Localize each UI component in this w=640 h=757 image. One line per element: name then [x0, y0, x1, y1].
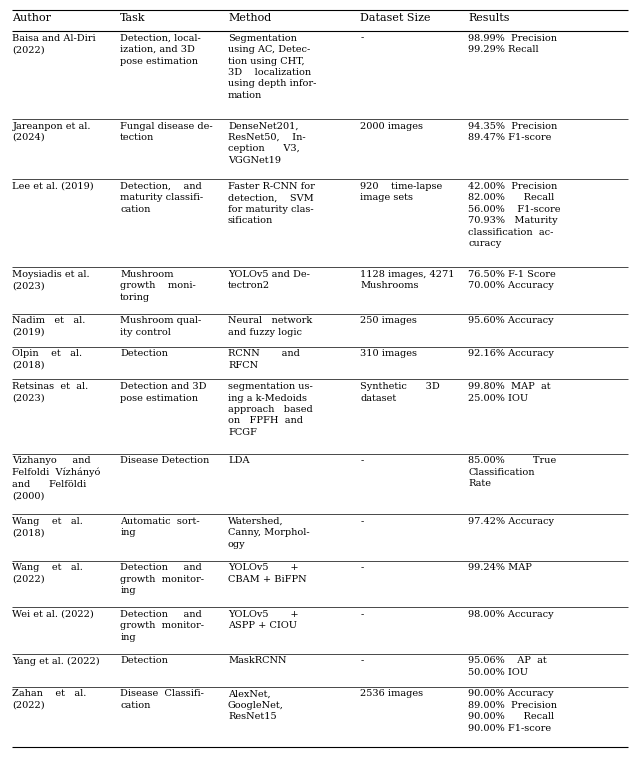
Text: Vizhanyo     and
Felfoldi  Vízhányó
and      Felföldi
(2000): Vizhanyo and Felfoldi Vízhányó and Felfö…: [12, 456, 100, 500]
Text: Synthetic      3D
dataset: Synthetic 3D dataset: [360, 382, 440, 403]
Text: Detection     and
growth  monitor-
ing: Detection and growth monitor- ing: [120, 610, 204, 642]
Text: Retsinas  et  al.
(2023): Retsinas et al. (2023): [12, 382, 89, 403]
Text: Detection     and
growth  monitor-
ing: Detection and growth monitor- ing: [120, 563, 204, 595]
Text: Neural   network
and fuzzy logic: Neural network and fuzzy logic: [228, 316, 312, 337]
Text: Detection,    and
maturity classifi-
cation: Detection, and maturity classifi- cation: [120, 182, 204, 213]
Text: Baisa and Al-Diri
(2022): Baisa and Al-Diri (2022): [12, 33, 96, 54]
Text: YOLOv5       +
ASPP + CIOU: YOLOv5 + ASPP + CIOU: [228, 610, 299, 631]
Text: 99.80%  MAP  at
25.00% IOU: 99.80% MAP at 25.00% IOU: [468, 382, 551, 403]
Text: 2000 images: 2000 images: [360, 122, 424, 130]
Text: Disease  Classifi-
cation: Disease Classifi- cation: [120, 689, 204, 710]
Text: Nadim   et   al.
(2019): Nadim et al. (2019): [12, 316, 86, 337]
Text: -: -: [360, 516, 364, 525]
Text: Method: Method: [228, 13, 271, 23]
Text: 310 images: 310 images: [360, 349, 417, 358]
Text: DenseNet201,
ResNet50,    In-
ception      V3,
VGGNet19: DenseNet201, ResNet50, In- ception V3, V…: [228, 122, 306, 165]
Text: -: -: [360, 33, 364, 42]
Text: 97.42% Accuracy: 97.42% Accuracy: [468, 516, 554, 525]
Text: Segmentation
using AC, Detec-
tion using CHT,
3D    localization
using depth inf: Segmentation using AC, Detec- tion using…: [228, 33, 316, 100]
Text: YOLOv5       +
CBAM + BiFPN: YOLOv5 + CBAM + BiFPN: [228, 563, 307, 584]
Text: Detection and 3D
pose estimation: Detection and 3D pose estimation: [120, 382, 207, 403]
Text: 94.35%  Precision
89.47% F1-score: 94.35% Precision 89.47% F1-score: [468, 122, 557, 142]
Text: 95.60% Accuracy: 95.60% Accuracy: [468, 316, 554, 326]
Text: 98.00% Accuracy: 98.00% Accuracy: [468, 610, 554, 618]
Text: Detection, local-
ization, and 3D
pose estimation: Detection, local- ization, and 3D pose e…: [120, 33, 201, 66]
Text: 98.99%  Precision
99.29% Recall: 98.99% Precision 99.29% Recall: [468, 33, 557, 54]
Text: Yang et al. (2022): Yang et al. (2022): [12, 656, 100, 665]
Text: Results: Results: [468, 13, 509, 23]
Text: Dataset Size: Dataset Size: [360, 13, 431, 23]
Text: 76.50% F-1 Score
70.00% Accuracy: 76.50% F-1 Score 70.00% Accuracy: [468, 270, 556, 291]
Text: RCNN       and
RFCN: RCNN and RFCN: [228, 349, 300, 369]
Text: 1128 images, 4271
Mushrooms: 1128 images, 4271 Mushrooms: [360, 270, 455, 291]
Text: 99.24% MAP: 99.24% MAP: [468, 563, 532, 572]
Text: Jareanpon et al.
(2024): Jareanpon et al. (2024): [12, 122, 91, 142]
Text: LDA: LDA: [228, 456, 250, 466]
Text: -: -: [360, 656, 364, 665]
Text: 42.00%  Precision
82.00%      Recall
56.00%    F1-score
70.93%   Maturity
classi: 42.00% Precision 82.00% Recall 56.00% F1…: [468, 182, 561, 248]
Text: 90.00% Accuracy
89.00%  Precision
90.00%      Recall
90.00% F1-score: 90.00% Accuracy 89.00% Precision 90.00% …: [468, 689, 557, 733]
Text: Mushroom
growth    moni-
toring: Mushroom growth moni- toring: [120, 270, 196, 302]
Text: AlexNet,
GoogleNet,
ResNet15: AlexNet, GoogleNet, ResNet15: [228, 689, 284, 721]
Text: -: -: [360, 610, 364, 618]
Text: Detection: Detection: [120, 656, 168, 665]
Text: 2536 images: 2536 images: [360, 689, 424, 698]
Text: Author: Author: [12, 13, 51, 23]
Text: Watershed,
Canny, Morphol-
ogy: Watershed, Canny, Morphol- ogy: [228, 516, 310, 549]
Text: Faster R-CNN for
detection,    SVM
for maturity clas-
sification: Faster R-CNN for detection, SVM for matu…: [228, 182, 315, 226]
Text: Olpin    et   al.
(2018): Olpin et al. (2018): [12, 349, 83, 369]
Text: -: -: [360, 456, 364, 466]
Text: Lee et al. (2019): Lee et al. (2019): [12, 182, 94, 191]
Text: -: -: [360, 563, 364, 572]
Text: Wang    et   al.
(2018): Wang et al. (2018): [12, 516, 83, 537]
Text: Wei et al. (2022): Wei et al. (2022): [12, 610, 94, 618]
Text: segmentation us-
ing a k-Medoids
approach   based
on   FPFH  and
FCGF: segmentation us- ing a k-Medoids approac…: [228, 382, 313, 437]
Text: 250 images: 250 images: [360, 316, 417, 326]
Text: Automatic  sort-
ing: Automatic sort- ing: [120, 516, 200, 537]
Text: Zahan    et   al.
(2022): Zahan et al. (2022): [12, 689, 87, 710]
Text: MaskRCNN: MaskRCNN: [228, 656, 287, 665]
Text: Detection: Detection: [120, 349, 168, 358]
Text: 85.00%         True
Classification
Rate: 85.00% True Classification Rate: [468, 456, 557, 488]
Text: Fungal disease de-
tection: Fungal disease de- tection: [120, 122, 213, 142]
Text: Disease Detection: Disease Detection: [120, 456, 209, 466]
Text: 95.06%    AP  at
50.00% IOU: 95.06% AP at 50.00% IOU: [468, 656, 547, 677]
Text: 920    time-lapse
image sets: 920 time-lapse image sets: [360, 182, 443, 202]
Text: 92.16% Accuracy: 92.16% Accuracy: [468, 349, 554, 358]
Text: Wang    et   al.
(2022): Wang et al. (2022): [12, 563, 83, 584]
Text: Task: Task: [120, 13, 146, 23]
Text: Moysiadis et al.
(2023): Moysiadis et al. (2023): [12, 270, 90, 291]
Text: YOLOv5 and De-
tectron2: YOLOv5 and De- tectron2: [228, 270, 310, 291]
Text: Mushroom qual-
ity control: Mushroom qual- ity control: [120, 316, 202, 337]
